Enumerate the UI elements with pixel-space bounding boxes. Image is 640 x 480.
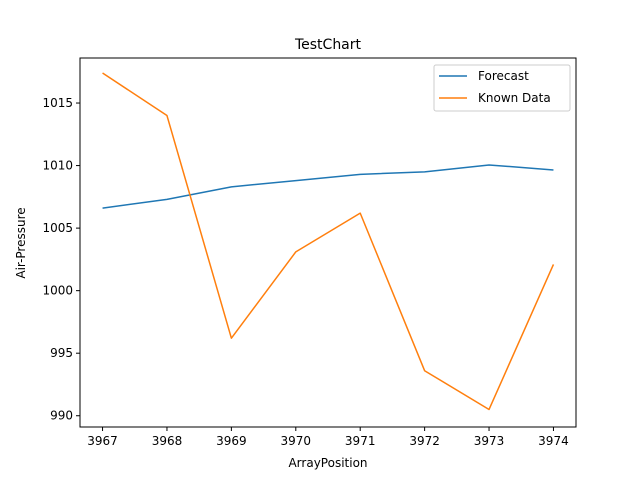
series-layer [102, 72, 555, 411]
legend: Forecast Known Data [433, 64, 571, 112]
y-axis-ticks: 990 995 1000 1005 1010 1015 [42, 96, 80, 423]
plot-frame [79, 57, 577, 428]
legend-box [433, 64, 571, 112]
legend-label-forecast: Forecast [478, 69, 529, 83]
x-tick-label: 3967 [87, 434, 118, 448]
chart-title: TestChart [294, 37, 362, 53]
y-tick-label: 990 [50, 409, 73, 423]
x-axis-ticks: 3967 3968 3969 3970 3971 3972 3973 3974 [87, 427, 569, 448]
x-tick-label: 3972 [409, 434, 440, 448]
series-line-forecast [102, 164, 554, 209]
series-line-known-data [102, 72, 555, 411]
y-tick-label: 1005 [42, 221, 73, 235]
legend-label-known-data: Known Data [478, 91, 551, 105]
y-tick-label: 1000 [42, 284, 73, 298]
x-tick-label: 3971 [345, 434, 376, 448]
x-tick-label: 3974 [538, 434, 569, 448]
x-tick-label: 3970 [281, 434, 312, 448]
y-tick-label: 1010 [42, 159, 73, 173]
y-axis-label: Air-Pressure [14, 207, 28, 278]
y-tick-label: 995 [50, 346, 73, 360]
y-tick-label: 1015 [42, 96, 73, 110]
x-tick-label: 3973 [474, 434, 505, 448]
x-tick-label: 3969 [216, 434, 247, 448]
x-axis-label: ArrayPosition [288, 456, 367, 470]
x-tick-label: 3968 [152, 434, 183, 448]
